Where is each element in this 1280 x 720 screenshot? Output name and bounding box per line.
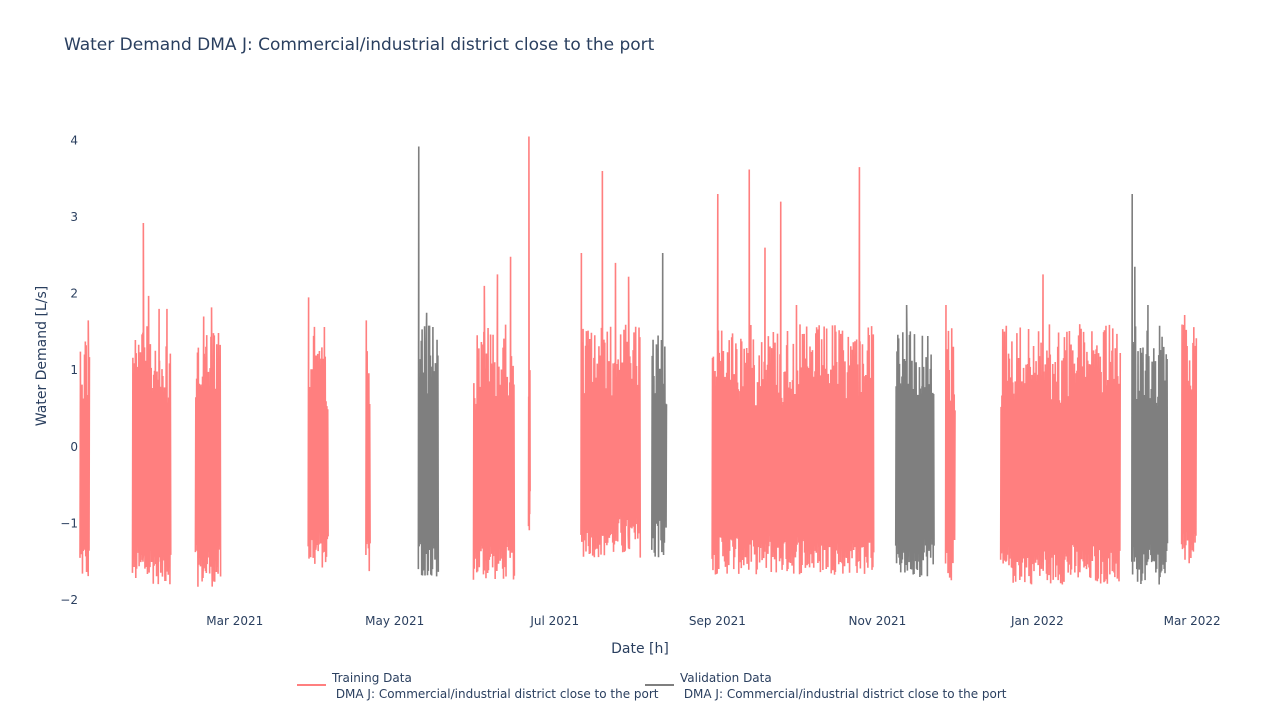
- x-axis-title: Date [h]: [611, 641, 669, 657]
- series-segment: [894, 305, 935, 577]
- series-segment: [79, 320, 91, 577]
- legend[interactable]: Training Data DMA J: Commercial/industri…: [297, 671, 1007, 701]
- series-segment: [711, 167, 875, 575]
- x-tick-label: Jan 2022: [1010, 614, 1064, 628]
- series-segment: [527, 136, 531, 531]
- series-training: [79, 136, 1198, 587]
- series-segment: [1131, 193, 1169, 585]
- y-axis-title: Water Demand [L/s]: [34, 286, 50, 426]
- x-tick-label: Jul 2021: [529, 614, 579, 628]
- series-segment: [307, 297, 329, 568]
- y-tick-label: 1: [70, 363, 78, 377]
- series-segment: [131, 223, 172, 585]
- chart-title: Water Demand DMA J: Commercial/industria…: [64, 35, 655, 55]
- series-segment: [417, 146, 440, 577]
- legend-label-validation-line1: Validation Data: [680, 671, 772, 685]
- x-tick-label: Nov 2021: [848, 614, 906, 628]
- y-axis: −2 −1 0 1 2 3 4: [60, 133, 78, 607]
- x-tick-label: Sep 2021: [689, 614, 746, 628]
- series-segment: [472, 256, 516, 580]
- series-validation: [417, 146, 1169, 585]
- series-segment: [194, 307, 222, 587]
- y-tick-label: 0: [70, 440, 78, 454]
- y-tick-label: −2: [60, 593, 78, 607]
- series-segment: [1180, 314, 1198, 564]
- x-tick-label: Mar 2022: [1164, 614, 1221, 628]
- series-segment: [365, 320, 371, 572]
- plot-area: [79, 136, 1198, 587]
- legend-label-training-line1: Training Data: [331, 671, 412, 685]
- legend-label-training-line2: DMA J: Commercial/industrial district cl…: [332, 687, 659, 701]
- x-tick-label: May 2021: [365, 614, 424, 628]
- y-tick-label: 4: [70, 133, 78, 147]
- y-tick-label: 3: [70, 210, 78, 224]
- series-segment: [999, 274, 1122, 585]
- series-segment: [651, 252, 668, 558]
- series-segment: [944, 305, 956, 581]
- x-axis: Mar 2021 May 2021 Jul 2021 Sep 2021 Nov 2021…: [206, 614, 1220, 628]
- legend-item-training[interactable]: Training Data DMA J: Commercial/industri…: [297, 671, 659, 701]
- series-segment: [580, 170, 642, 558]
- x-tick-label: Mar 2021: [206, 614, 263, 628]
- y-tick-label: 2: [70, 287, 78, 301]
- y-tick-label: −1: [60, 516, 78, 530]
- legend-item-validation[interactable]: Validation Data DMA J: Commercial/indust…: [645, 671, 1007, 701]
- legend-label-validation-line2: DMA J: Commercial/industrial district cl…: [680, 687, 1007, 701]
